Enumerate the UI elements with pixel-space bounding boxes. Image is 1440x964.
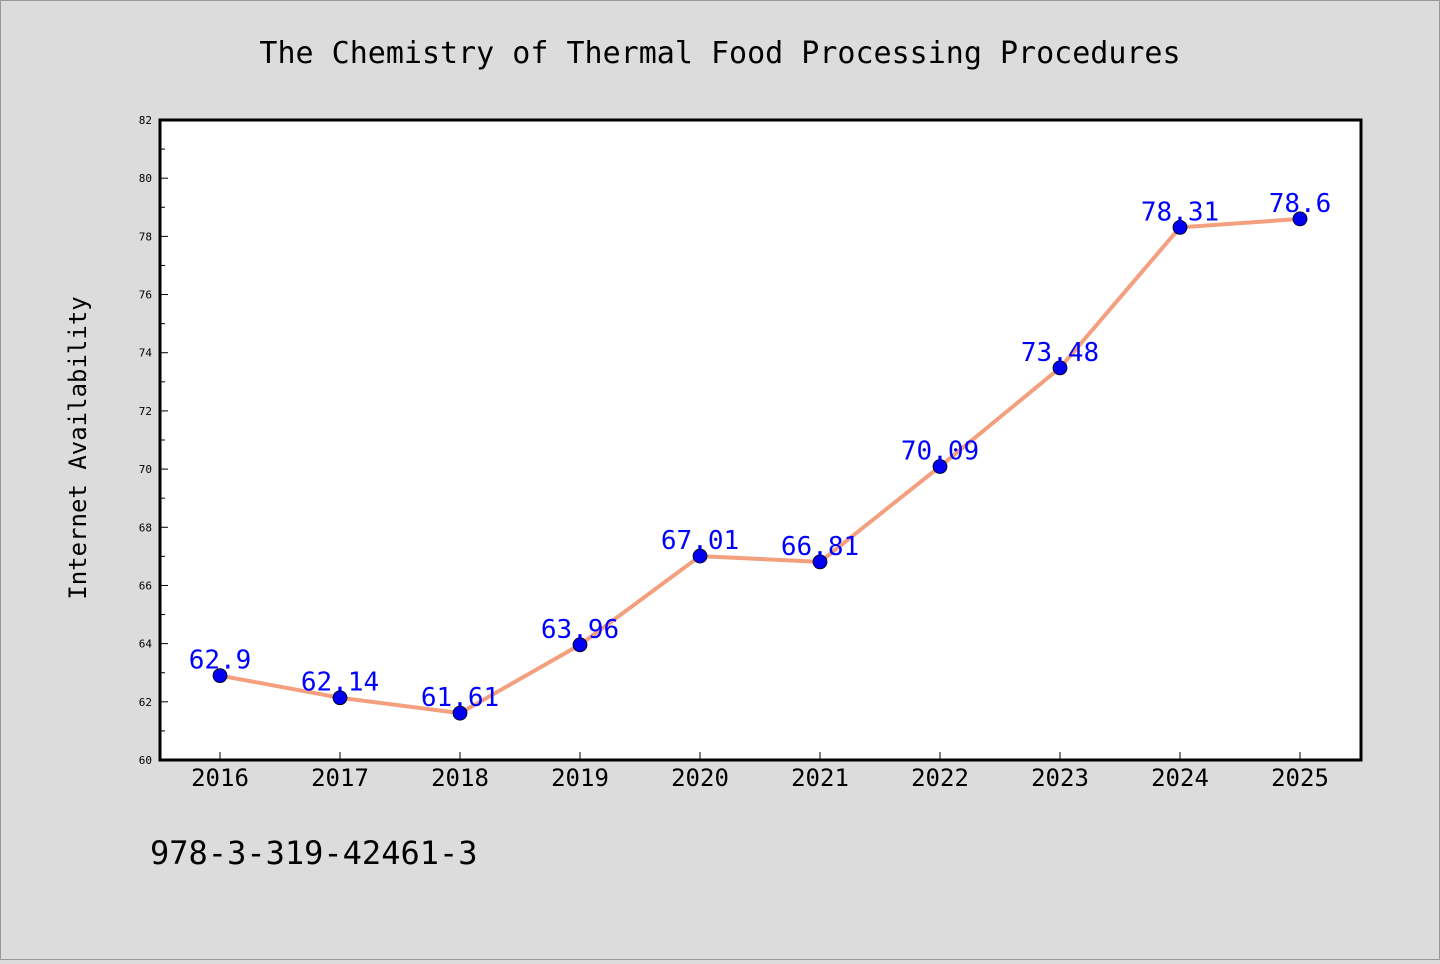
data-point bbox=[452, 705, 468, 721]
y-tick-label: 78 bbox=[139, 230, 152, 243]
x-tick-label: 2020 bbox=[671, 764, 729, 792]
data-label: 78.6 bbox=[1269, 189, 1332, 219]
data-point bbox=[692, 548, 708, 564]
y-axis-label: Internet Availability bbox=[64, 296, 92, 599]
y-tick-label: 82 bbox=[139, 114, 152, 127]
y-tick-label: 74 bbox=[139, 347, 153, 360]
data-label: 62.9 bbox=[189, 646, 252, 676]
y-tick-label: 80 bbox=[139, 172, 152, 185]
data-label: 73.48 bbox=[1021, 338, 1099, 368]
data-label: 70.09 bbox=[901, 436, 979, 466]
data-point bbox=[1172, 219, 1188, 235]
data-label: 78.31 bbox=[1141, 197, 1219, 227]
y-tick-label: 62 bbox=[139, 696, 152, 709]
data-label: 66.81 bbox=[781, 532, 859, 562]
y-tick-label: 70 bbox=[139, 463, 152, 476]
plot-area bbox=[160, 120, 1361, 760]
y-tick-label: 76 bbox=[139, 289, 152, 302]
y-tick-label: 66 bbox=[139, 579, 152, 592]
y-tick-label: 68 bbox=[139, 521, 152, 534]
data-point bbox=[572, 637, 588, 653]
data-point bbox=[332, 690, 348, 706]
data-point bbox=[812, 554, 828, 570]
y-tick-label: 60 bbox=[139, 754, 152, 767]
series-line bbox=[218, 216, 1302, 716]
data-point bbox=[212, 668, 228, 684]
x-tick-label: 2022 bbox=[911, 764, 969, 792]
data-label: 67.01 bbox=[661, 526, 739, 556]
y-tick-label: 64 bbox=[139, 638, 153, 651]
x-axis: 2016 2017 2018 2019 2020 2021 2022 2023 2024 2025 bbox=[191, 752, 1329, 792]
x-tick-label: 2016 bbox=[191, 764, 249, 792]
data-point bbox=[1052, 360, 1068, 376]
x-tick-label: 2017 bbox=[311, 764, 369, 792]
x-tick-label: 2024 bbox=[1151, 764, 1209, 792]
y-axis: 60 62 64 66 68 70 72 74 76 78 80 82 bbox=[139, 114, 168, 767]
plot-frame bbox=[158, 118, 1363, 762]
data-point bbox=[932, 459, 948, 474]
chart-title: The Chemistry of Thermal Food Processing… bbox=[259, 36, 1180, 71]
data-point bbox=[1292, 211, 1308, 227]
x-tick-label: 2019 bbox=[551, 764, 609, 792]
x-tick-label: 2025 bbox=[1271, 764, 1329, 792]
data-label: 61.61 bbox=[421, 683, 499, 713]
series-line-layer bbox=[212, 211, 1308, 721]
x-tick-label: 2021 bbox=[791, 764, 849, 792]
x-tick-label: 2023 bbox=[1031, 764, 1089, 792]
data-labels: 62.9 62.14 61.61 63.96 67.01 66.81 70.09 73.48 7… bbox=[189, 189, 1332, 713]
y-tick-label: 72 bbox=[139, 405, 152, 418]
x-tick-label: 2018 bbox=[431, 764, 489, 792]
data-label: 62.14 bbox=[301, 668, 379, 698]
data-label: 63.96 bbox=[541, 615, 619, 645]
isbn-text: 978-3-319-42461-3 bbox=[150, 834, 478, 872]
